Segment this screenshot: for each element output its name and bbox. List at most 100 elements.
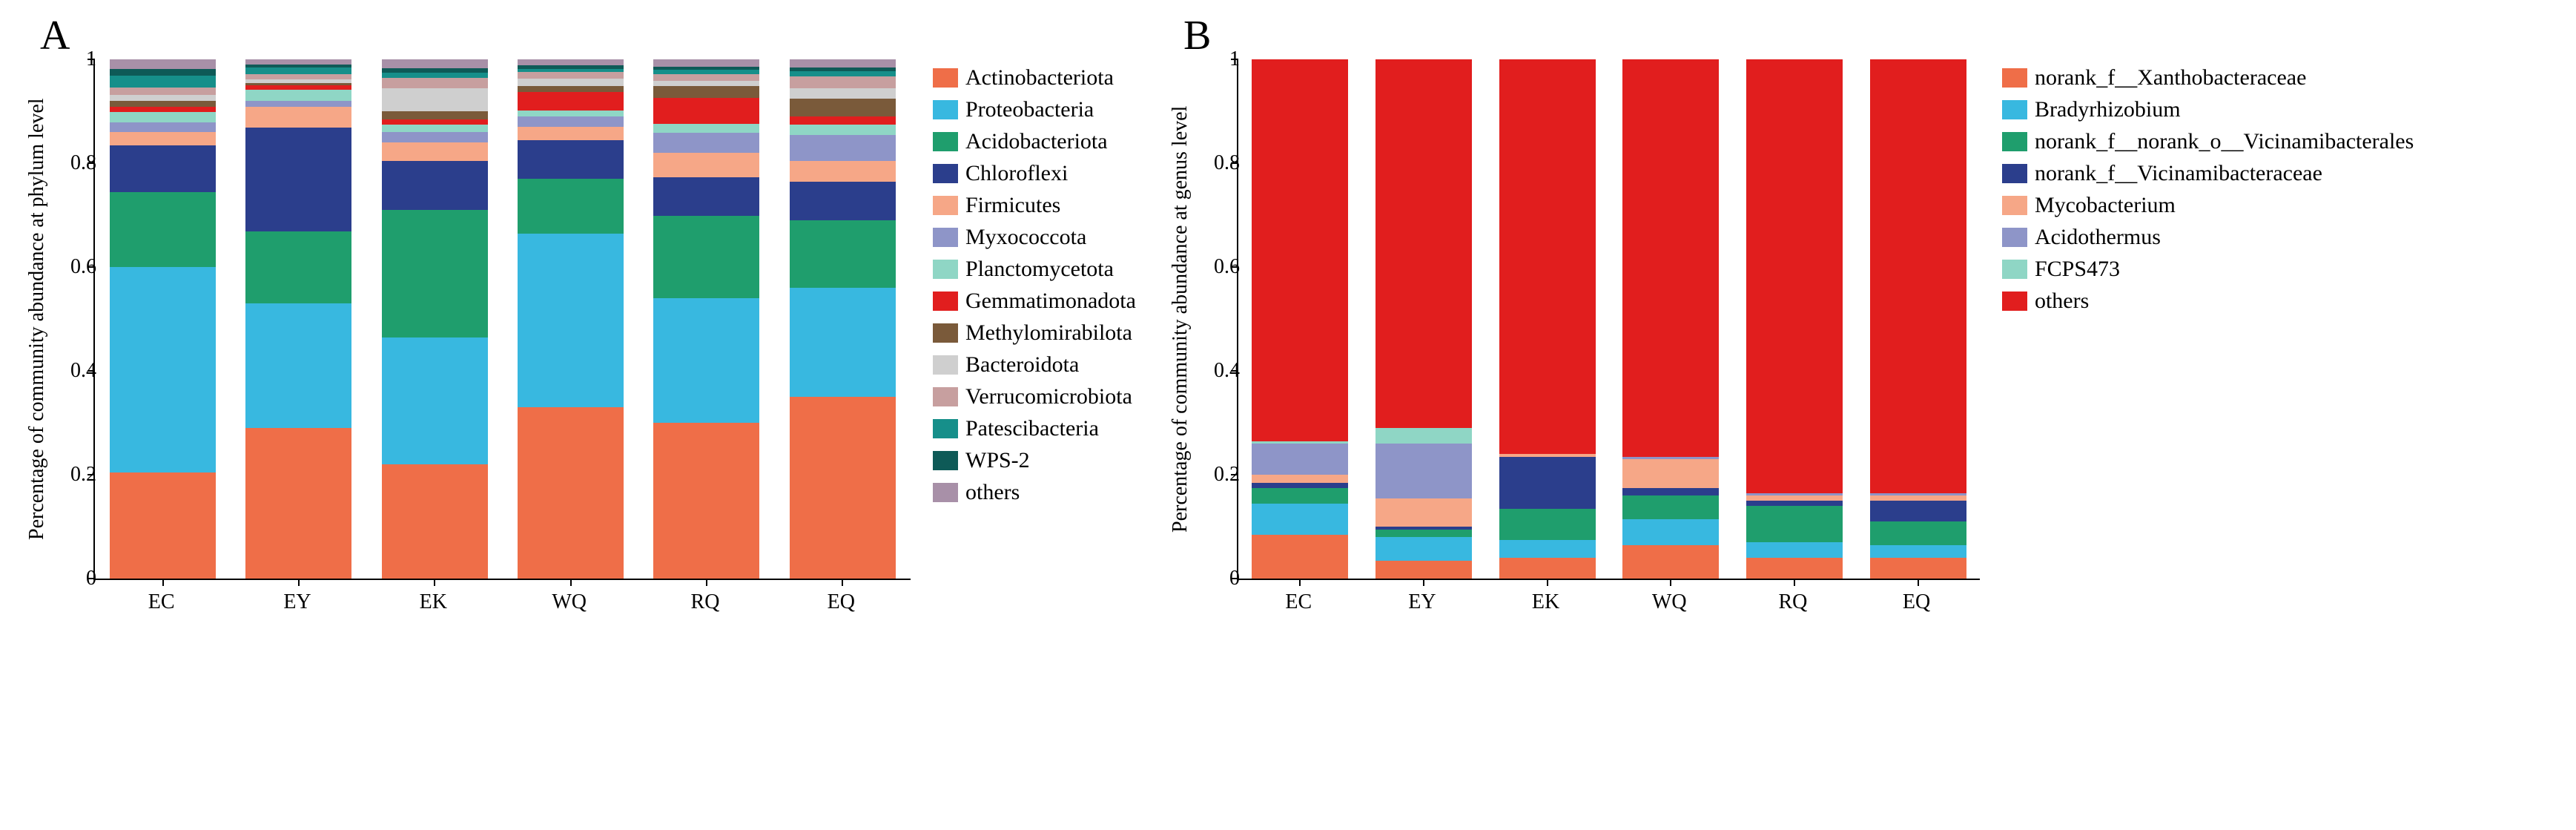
legend-item: others [2002, 289, 2414, 313]
panel-body: Percentage of community abundance at gen… [1166, 59, 2414, 614]
bar-segment [1622, 59, 1719, 457]
x-tick-mark [1299, 579, 1301, 586]
legend-item: Methylomirabilota [933, 320, 1136, 345]
x-tick-label: EQ [773, 590, 909, 614]
bar-slot [1609, 59, 1733, 579]
bar-segment [1375, 561, 1472, 579]
legend-swatch [933, 292, 958, 311]
stacked-bar [1746, 59, 1843, 579]
bar-segment [110, 95, 216, 101]
chart-block: Percentage of community abundance at phy… [22, 59, 911, 614]
x-tick-mark [434, 579, 435, 586]
plot-area [93, 59, 911, 580]
legend-item: Mycobacterium [2002, 193, 2414, 217]
legend-item: Verrucomicrobiota [933, 384, 1136, 409]
bar-segment [110, 112, 216, 122]
bar-segment [110, 472, 216, 579]
bar-segment [110, 145, 216, 192]
bar-slot [638, 59, 774, 579]
bar-segment [1252, 535, 1348, 579]
bar-slot [1733, 59, 1857, 579]
bar-slot [1362, 59, 1486, 579]
bar-segment [790, 125, 896, 135]
bar-segment [653, 98, 759, 124]
legend-item: Bacteroidota [933, 352, 1136, 377]
legend-label: FCPS473 [2035, 257, 2120, 281]
y-tick-mark [1231, 162, 1238, 164]
x-tick-label: EC [93, 590, 229, 614]
y-tick-mark [1231, 578, 1238, 579]
y-tick-mark [1231, 59, 1238, 60]
y-ticks-container: 10.80.60.40.20 [1195, 59, 1237, 579]
x-tick-mark [1794, 579, 1795, 586]
legend-item: Chloroflexi [933, 161, 1136, 185]
x-tick-mark [1547, 579, 1548, 586]
bar-segment [653, 216, 759, 298]
legend-item: Acidobacteriota [933, 129, 1136, 154]
legend-label: others [965, 480, 1020, 504]
x-tick-label: EY [1361, 590, 1484, 614]
legend: norank_f__XanthobacteraceaeBradyrhizobiu… [2002, 65, 2414, 313]
legend-item: Patescibacteria [933, 416, 1136, 441]
y-tick-mark [87, 162, 95, 164]
bar-segment [518, 86, 624, 92]
legend-label: Acidothermus [2035, 225, 2161, 249]
bar-segment [1746, 506, 1843, 542]
x-tick-label: EC [1237, 590, 1361, 614]
legend-label: Proteobacteria [965, 97, 1094, 122]
x-tick-mark [298, 579, 300, 586]
bar-slot [503, 59, 638, 579]
plot-wrapper: ECEYEKWQRQEQ [93, 59, 911, 614]
x-tick-label: EK [366, 590, 501, 614]
legend-swatch [933, 451, 958, 470]
bar-segment [518, 127, 624, 140]
bar-segment [790, 220, 896, 288]
figure-container: APercentage of community abundance at ph… [0, 0, 2576, 629]
bar-segment [1746, 501, 1843, 506]
stacked-bar [1375, 59, 1472, 579]
bar-segment [1870, 521, 1966, 545]
bar-segment [382, 161, 488, 211]
bar-segment [518, 92, 624, 111]
legend-label: Firmicutes [965, 193, 1060, 217]
legend-swatch [933, 323, 958, 343]
bar-segment [1622, 519, 1719, 545]
legend-label: Actinobacteriota [965, 65, 1114, 90]
bar-segment [790, 135, 896, 161]
bar-segment [110, 76, 216, 87]
bar-segment [245, 428, 351, 579]
legend-label: Acidobacteriota [965, 129, 1108, 154]
bar-segment [1870, 558, 1966, 579]
panel-label: A [40, 15, 1136, 56]
x-tick-label: EK [1484, 590, 1608, 614]
y-ticks: 10.80.60.40.20 [1195, 59, 1240, 579]
x-tick-label: RQ [637, 590, 773, 614]
legend-item: norank_f__Vicinamibacteraceae [2002, 161, 2414, 185]
bar-segment [1252, 504, 1348, 535]
stacked-bar [518, 59, 624, 579]
bar-segment [1622, 545, 1719, 579]
legend-item: Actinobacteriota [933, 65, 1136, 90]
bar-segment [653, 74, 759, 82]
legend-label: norank_f__norank_o__Vicinamibacterales [2035, 129, 2414, 154]
bar-segment [110, 101, 216, 107]
legend-label: WPS-2 [965, 448, 1030, 472]
legend-swatch [933, 228, 958, 247]
figure-panel: APercentage of community abundance at ph… [22, 15, 1136, 614]
x-tick-mark [162, 579, 164, 586]
y-tick-mark [1231, 370, 1238, 372]
y-tick-mark [87, 59, 95, 60]
legend-label: Verrucomicrobiota [965, 384, 1132, 409]
legend-item: norank_f__Xanthobacteraceae [2002, 65, 2414, 90]
bar-segment [382, 210, 488, 337]
bar-segment [790, 288, 896, 397]
bar-segment [382, 59, 488, 68]
bar-segment [1622, 488, 1719, 496]
bar-segment [653, 59, 759, 67]
bar-segment [518, 140, 624, 179]
plot-area [1237, 59, 1980, 580]
bar-slot [775, 59, 911, 579]
stacked-bar [790, 59, 896, 579]
x-tick-mark [842, 579, 843, 586]
legend-swatch [933, 196, 958, 215]
